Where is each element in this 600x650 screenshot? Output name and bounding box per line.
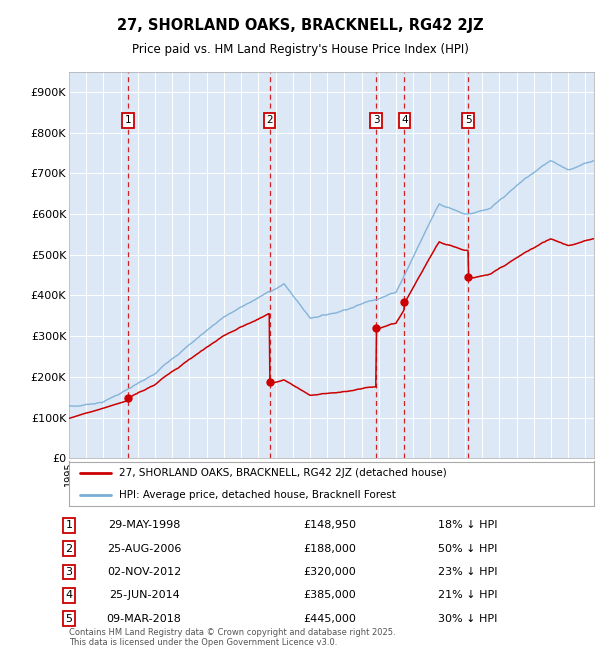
Text: 5: 5 bbox=[465, 115, 472, 125]
Text: 29-MAY-1998: 29-MAY-1998 bbox=[108, 520, 180, 530]
Text: £320,000: £320,000 bbox=[304, 567, 356, 577]
Text: 2: 2 bbox=[65, 543, 73, 554]
Text: 27, SHORLAND OAKS, BRACKNELL, RG42 2JZ (detached house): 27, SHORLAND OAKS, BRACKNELL, RG42 2JZ (… bbox=[119, 467, 446, 478]
Text: 4: 4 bbox=[65, 590, 73, 601]
Text: 02-NOV-2012: 02-NOV-2012 bbox=[107, 567, 181, 577]
Text: 5: 5 bbox=[65, 614, 73, 624]
Text: 2: 2 bbox=[266, 115, 273, 125]
Text: £188,000: £188,000 bbox=[304, 543, 356, 554]
Text: 27, SHORLAND OAKS, BRACKNELL, RG42 2JZ: 27, SHORLAND OAKS, BRACKNELL, RG42 2JZ bbox=[116, 18, 484, 33]
Text: 1: 1 bbox=[124, 115, 131, 125]
Text: Contains HM Land Registry data © Crown copyright and database right 2025.
This d: Contains HM Land Registry data © Crown c… bbox=[69, 628, 395, 647]
Text: 25-JUN-2014: 25-JUN-2014 bbox=[109, 590, 179, 601]
Text: £445,000: £445,000 bbox=[304, 614, 356, 624]
Text: 50% ↓ HPI: 50% ↓ HPI bbox=[439, 543, 497, 554]
Text: 1: 1 bbox=[65, 520, 73, 530]
Text: 23% ↓ HPI: 23% ↓ HPI bbox=[438, 567, 498, 577]
Text: HPI: Average price, detached house, Bracknell Forest: HPI: Average price, detached house, Brac… bbox=[119, 489, 396, 500]
Text: 4: 4 bbox=[401, 115, 408, 125]
Text: 3: 3 bbox=[373, 115, 379, 125]
Text: 09-MAR-2018: 09-MAR-2018 bbox=[107, 614, 181, 624]
Text: 3: 3 bbox=[65, 567, 73, 577]
Text: £148,950: £148,950 bbox=[304, 520, 356, 530]
Text: 21% ↓ HPI: 21% ↓ HPI bbox=[438, 590, 498, 601]
Text: Price paid vs. HM Land Registry's House Price Index (HPI): Price paid vs. HM Land Registry's House … bbox=[131, 43, 469, 56]
Text: 30% ↓ HPI: 30% ↓ HPI bbox=[439, 614, 497, 624]
Text: £385,000: £385,000 bbox=[304, 590, 356, 601]
Text: 18% ↓ HPI: 18% ↓ HPI bbox=[438, 520, 498, 530]
Text: 25-AUG-2006: 25-AUG-2006 bbox=[107, 543, 181, 554]
